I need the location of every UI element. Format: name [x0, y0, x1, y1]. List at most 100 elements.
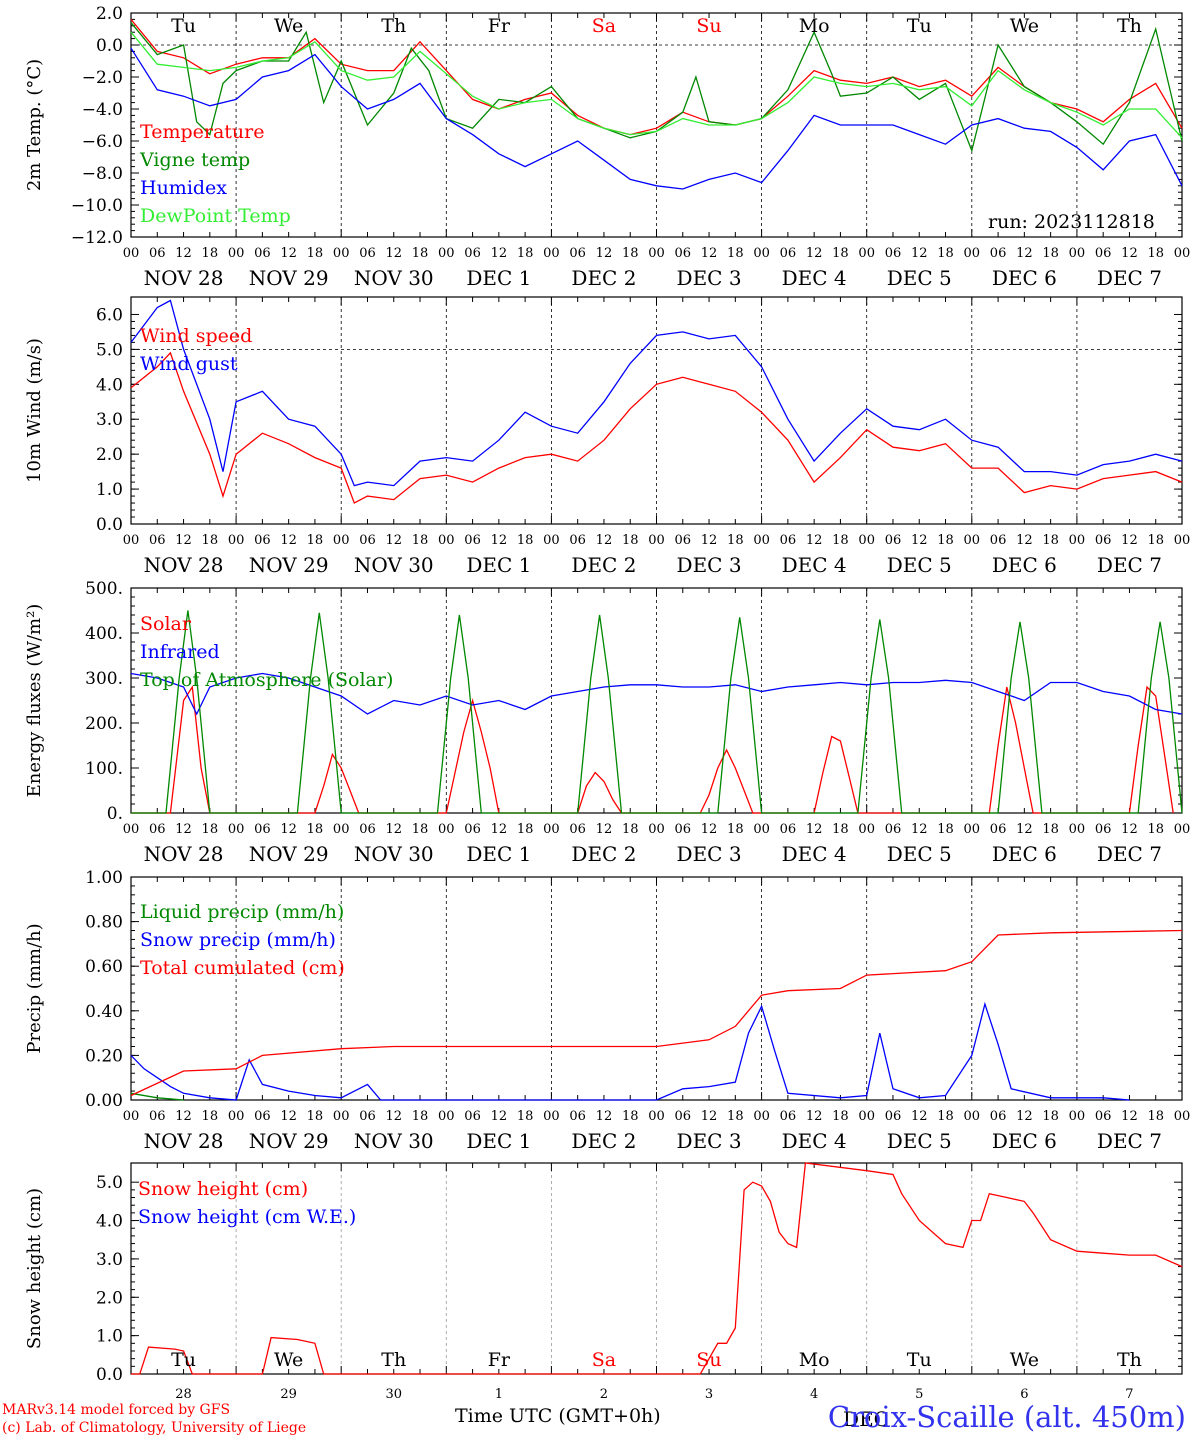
hour-tick-label: 12	[385, 246, 402, 261]
legend-entry: Liquid precip (mm/h)	[140, 901, 344, 923]
y-tick-label: 3.0	[96, 1250, 123, 1270]
hour-tick-label: 00	[543, 822, 560, 837]
hour-tick-label: 00	[333, 246, 350, 261]
weekday-label: Th	[381, 15, 406, 37]
y-tick-label: 0.20	[85, 1046, 123, 1066]
hour-tick-label: 00	[543, 246, 560, 261]
hour-tick-label: 12	[596, 1109, 613, 1124]
hour-tick-label: 12	[280, 246, 297, 261]
credit-line-lab: (c) Lab. of Climatology, University of L…	[2, 1420, 307, 1436]
day-label: NOV 28	[144, 266, 224, 290]
hour-tick-label: 18	[412, 533, 429, 548]
hour-tick-label: 00	[438, 1109, 455, 1124]
hour-tick-label: 12	[701, 533, 718, 548]
hour-tick-label: 18	[937, 1109, 954, 1124]
hour-tick-label: 06	[780, 1109, 797, 1124]
y-tick-label: 1.00	[85, 868, 123, 888]
y-tick-label: −6.0	[82, 132, 123, 152]
day-label: DEC 3	[677, 553, 742, 577]
hour-tick-label: 18	[1042, 822, 1059, 837]
hour-tick-label: 18	[307, 822, 324, 837]
hour-tick-label: 06	[569, 1109, 586, 1124]
weekday-label: Th	[1117, 1349, 1142, 1371]
y-tick-label: 200.	[85, 714, 123, 734]
hour-tick-label: 06	[675, 533, 692, 548]
hour-tick-label: 00	[543, 1109, 560, 1124]
hour-tick-label: 06	[675, 1109, 692, 1124]
hour-tick-label: 12	[175, 822, 192, 837]
weekday-label: Sa	[592, 1349, 616, 1371]
hour-tick-label: 00	[228, 822, 245, 837]
hour-tick-label: 00	[228, 246, 245, 261]
weekday-label: Tu	[171, 15, 196, 37]
hour-tick-label: 06	[359, 246, 376, 261]
hour-tick-label: 00	[858, 1109, 875, 1124]
hour-tick-label: 12	[491, 246, 508, 261]
hour-tick-label: 18	[727, 533, 744, 548]
day-label: DEC 1	[466, 266, 531, 290]
x-axis-title: Time UTC (GMT+0h)	[455, 1405, 661, 1427]
legend-entry: Top of Atmosphere (Solar)	[140, 669, 393, 691]
y-tick-label: 0.40	[85, 1002, 123, 1022]
hour-tick-label: 00	[648, 1109, 665, 1124]
day-label: DEC 2	[571, 553, 636, 577]
hour-tick-label: 18	[307, 533, 324, 548]
hour-tick-label: 00	[438, 822, 455, 837]
legend-entry: Infrared	[140, 641, 220, 663]
hour-tick-label: 06	[149, 246, 166, 261]
y-tick-label: −8.0	[82, 164, 123, 184]
hour-tick-label: 00	[648, 533, 665, 548]
day-label: DEC 5	[887, 842, 952, 866]
weekday-label: Tu	[171, 1349, 196, 1371]
hour-tick-label: 06	[885, 822, 902, 837]
hour-tick-label: 12	[596, 822, 613, 837]
weekday-label: Fr	[488, 15, 511, 37]
day-label: DEC 4	[782, 842, 847, 866]
y-tick-label: 1.0	[96, 1327, 123, 1347]
day-label: DEC 2	[571, 266, 636, 290]
weekday-label: We	[1010, 15, 1039, 37]
hour-tick-label: 12	[1121, 533, 1138, 548]
hour-tick-label: 18	[832, 1109, 849, 1124]
day-number-label: 4	[810, 1387, 818, 1402]
y-tick-label: 500.	[85, 579, 123, 599]
hour-tick-label: 06	[254, 246, 271, 261]
y-tick-label: 3.0	[96, 410, 123, 430]
hour-tick-label: 00	[333, 822, 350, 837]
hour-tick-label: 00	[1174, 533, 1191, 548]
hour-tick-label: 06	[885, 246, 902, 261]
hour-tick-label: 00	[333, 1109, 350, 1124]
hour-tick-label: 18	[622, 246, 639, 261]
hour-tick-label: 18	[412, 822, 429, 837]
day-label: DEC 4	[782, 553, 847, 577]
hour-tick-label: 00	[753, 1109, 770, 1124]
series-line-wind-speed	[130, 351, 1183, 504]
series-line-liquid-precip-mm-h-	[130, 1092, 184, 1101]
series-line-dewpoint-temp	[130, 31, 1183, 139]
day-label: DEC 1	[466, 1129, 531, 1153]
hour-tick-label: 00	[648, 822, 665, 837]
hour-tick-label: 06	[464, 1109, 481, 1124]
hour-tick-label: 12	[175, 246, 192, 261]
hour-tick-label: 06	[990, 822, 1007, 837]
day-label: DEC 3	[677, 1129, 742, 1153]
hour-tick-label: 00	[1174, 246, 1191, 261]
y-tick-label: −10.0	[71, 196, 123, 216]
y-tick-label: 0.80	[85, 913, 123, 933]
legend-entry: Snow precip (mm/h)	[140, 929, 336, 951]
panel-frame	[130, 12, 1183, 238]
month-label: DEC	[843, 1407, 889, 1431]
hour-tick-label: 18	[202, 1109, 219, 1124]
hour-tick-label: 18	[517, 246, 534, 261]
hour-tick-label: 06	[464, 533, 481, 548]
day-number-label: 7	[1125, 1387, 1133, 1402]
hour-tick-label: 12	[1121, 1109, 1138, 1124]
hour-tick-label: 18	[517, 1109, 534, 1124]
hour-tick-label: 12	[701, 246, 718, 261]
day-label: DEC 6	[992, 553, 1057, 577]
hour-tick-label: 06	[569, 246, 586, 261]
day-label: DEC 3	[677, 266, 742, 290]
day-label: DEC 7	[1097, 266, 1162, 290]
weekday-label: We	[274, 1349, 303, 1371]
hour-tick-label: 18	[412, 1109, 429, 1124]
